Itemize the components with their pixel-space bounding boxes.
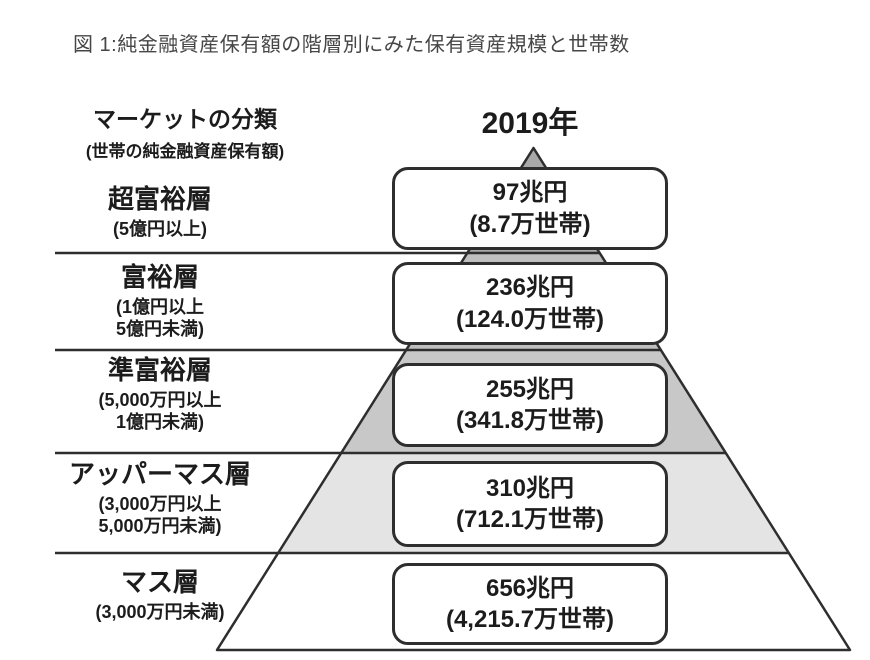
tier-range: 1億円未満): [115, 412, 204, 432]
tier-households: (8.7万世帯): [469, 210, 591, 238]
tier-assets: 255兆円: [485, 375, 575, 403]
tier-label-semi-wealthy: 準富裕層 (5,000万円以上 1億円未満): [30, 354, 290, 434]
market-classification-header: マーケットの分類 (世帯の純金融資産保有額): [25, 100, 345, 162]
tier-box-wealthy: 236兆円 (124.0万世帯): [392, 262, 668, 345]
tier-name: 超富裕層: [107, 184, 212, 214]
tier-name: アッパーマス層: [68, 459, 251, 489]
tier-name: 富裕層: [120, 262, 199, 292]
market-classification-label: マーケットの分類: [93, 106, 277, 132]
tier-range: (3,000万円以上: [98, 493, 222, 514]
tier-label-upper-mass: アッパーマス層 (3,000万円以上 5,000万円未満): [30, 458, 290, 538]
tier-box-semi-wealthy: 255兆円 (341.8万世帯): [392, 363, 668, 447]
market-classification-sublabel: (世帯の純金融資産保有額): [85, 142, 285, 161]
tier-range: (3,000万円未満): [95, 601, 225, 622]
tier-range: (1億円以上: [115, 296, 204, 317]
tier-box-upper-mass: 310兆円 (712.1万世帯): [392, 461, 668, 547]
tier-households: (4,215.7万世帯): [445, 606, 615, 633]
tier-households: (341.8万世帯): [455, 407, 605, 434]
tier-assets: 310兆円: [485, 474, 575, 502]
tier-box-mass: 656兆円 (4,215.7万世帯): [392, 563, 668, 645]
tier-range: (5,000万円以上: [98, 389, 222, 410]
tier-assets: 97兆円: [492, 179, 568, 207]
tier-name: マス層: [120, 567, 199, 597]
year-header: 2019年: [481, 107, 579, 140]
tier-label-mass: マス層 (3,000万円未満): [30, 566, 290, 623]
tier-assets: 236兆円: [485, 274, 575, 302]
tier-households: (712.1万世帯): [455, 506, 605, 533]
tier-range: 5,000万円未満): [98, 516, 222, 536]
tier-label-wealthy: 富裕層 (1億円以上 5億円未満): [30, 261, 290, 341]
tier-name: 準富裕層: [107, 355, 212, 385]
tier-households: (124.0万世帯): [455, 305, 605, 333]
tier-range: (5億円以上): [113, 218, 207, 239]
tier-range: 5億円未満): [115, 319, 204, 339]
figure-title: 図 1:純金融資産保有額の階層別にみた保有資産規模と世帯数: [73, 34, 630, 56]
tier-box-ultra-wealthy: 97兆円 (8.7万世帯): [392, 167, 668, 250]
tier-label-ultra-wealthy: 超富裕層 (5億円以上): [30, 183, 290, 240]
tier-assets: 656兆円: [485, 574, 575, 602]
pyramid-outline: [215, 146, 852, 652]
